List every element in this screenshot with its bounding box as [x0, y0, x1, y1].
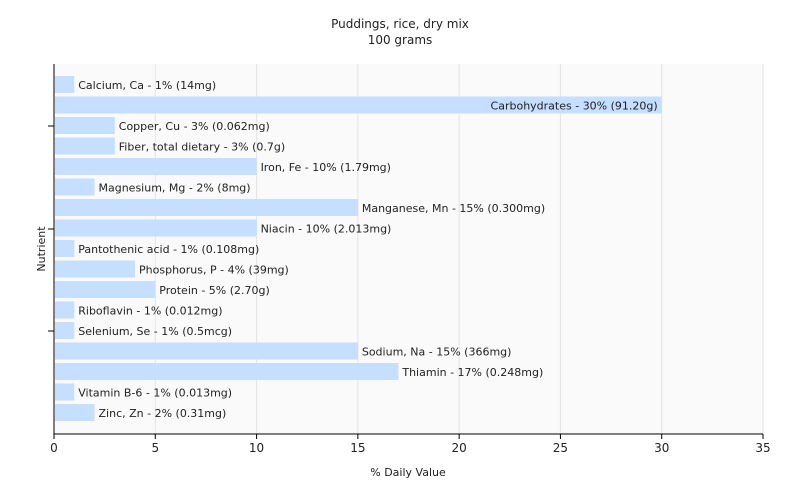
bar	[55, 281, 156, 298]
bar-label: Thiamin - 17% (0.248mg)	[401, 366, 543, 379]
chart-title: Puddings, rice, dry mix	[331, 17, 469, 31]
axes	[48, 64, 763, 435]
bar	[55, 199, 358, 216]
bar	[55, 301, 75, 319]
bar-label: Fiber, total dietary - 3% (0.7g)	[119, 141, 285, 154]
bar	[55, 96, 662, 114]
x-tick-label: 0	[50, 441, 58, 455]
y-axis-label: Nutrient	[35, 226, 48, 272]
x-tick-label: 20	[452, 441, 467, 455]
x-tick-label: 15	[350, 441, 365, 455]
x-tick-label: 5	[151, 441, 159, 455]
x-tick-label: 30	[654, 441, 669, 455]
bar-label: Protein - 5% (2.70g)	[159, 284, 270, 297]
bars	[55, 76, 662, 421]
x-tick-label: 35	[755, 441, 770, 455]
x-tick-label: 25	[553, 441, 568, 455]
bar	[55, 240, 75, 257]
bar-label: Pantothenic acid - 1% (0.108mg)	[78, 243, 259, 256]
bar-label: Magnesium, Mg - 2% (8mg)	[99, 182, 251, 195]
bar	[55, 137, 115, 155]
bar-label: Copper, Cu - 3% (0.062mg)	[119, 120, 270, 133]
bar	[55, 260, 136, 278]
bar-label: Vitamin B-6 - 1% (0.013mg)	[78, 387, 232, 400]
bar-label: Sodium, Na - 15% (366mg)	[362, 346, 512, 359]
x-tick-labels: 0 5 10 15 20 25 30 35	[50, 434, 771, 455]
bar	[55, 404, 95, 421]
chart-subtitle: 100 grams	[368, 33, 433, 47]
bar-label: Niacin - 10% (2.013mg)	[261, 223, 392, 236]
x-axis-label: % Daily Value	[370, 466, 446, 479]
bar	[55, 322, 75, 339]
bar	[55, 383, 75, 401]
bar-label: Manganese, Mn - 15% (0.300mg)	[362, 202, 545, 215]
bar	[55, 363, 399, 380]
bar	[55, 219, 257, 237]
bar	[55, 178, 95, 196]
bar	[55, 342, 358, 360]
bar-label: Carbohydrates - 30% (91.20g)	[491, 100, 658, 113]
bar-labels: Calcium, Ca - 1% (14mg) Carbohydrates - 3…	[78, 79, 657, 420]
bar	[55, 117, 115, 134]
x-tick-label: 10	[249, 441, 264, 455]
bar	[55, 76, 75, 93]
bar-label: Iron, Fe - 10% (1.79mg)	[261, 161, 391, 174]
bar	[55, 158, 257, 175]
bar-label: Selenium, Se - 1% (0.5mcg)	[78, 325, 232, 338]
bar-label: Calcium, Ca - 1% (14mg)	[78, 79, 216, 92]
bar-label: Zinc, Zn - 2% (0.31mg)	[99, 407, 227, 420]
bar-label: Riboflavin - 1% (0.012mg)	[78, 305, 222, 318]
bar-label: Phosphorus, P - 4% (39mg)	[139, 264, 289, 277]
grid-lines	[154, 64, 764, 434]
